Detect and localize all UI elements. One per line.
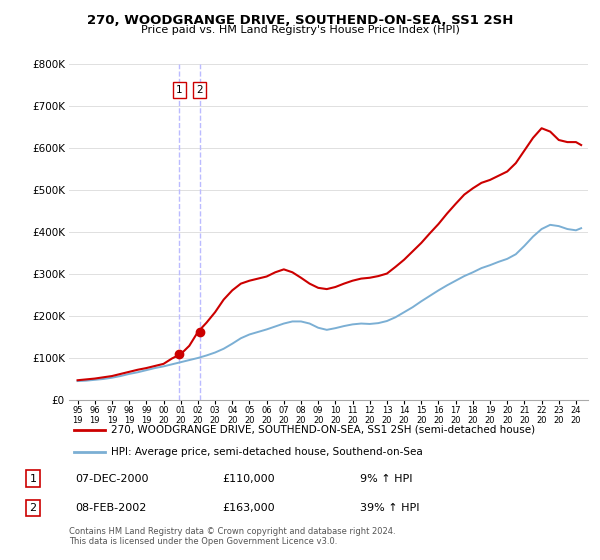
Text: 270, WOODGRANGE DRIVE, SOUTHEND-ON-SEA, SS1 2SH: 270, WOODGRANGE DRIVE, SOUTHEND-ON-SEA, … (87, 14, 513, 27)
Text: Price paid vs. HM Land Registry's House Price Index (HPI): Price paid vs. HM Land Registry's House … (140, 25, 460, 35)
Text: 08-FEB-2002: 08-FEB-2002 (75, 503, 146, 513)
Text: 2: 2 (29, 503, 37, 513)
Text: 1: 1 (29, 474, 37, 484)
Text: £163,000: £163,000 (222, 503, 275, 513)
Text: 1: 1 (176, 85, 182, 95)
Text: Contains HM Land Registry data © Crown copyright and database right 2024.
This d: Contains HM Land Registry data © Crown c… (69, 526, 395, 546)
Text: 07-DEC-2000: 07-DEC-2000 (75, 474, 149, 484)
Text: 39% ↑ HPI: 39% ↑ HPI (360, 503, 419, 513)
Text: £110,000: £110,000 (222, 474, 275, 484)
Text: 9% ↑ HPI: 9% ↑ HPI (360, 474, 413, 484)
Text: HPI: Average price, semi-detached house, Southend-on-Sea: HPI: Average price, semi-detached house,… (110, 447, 422, 457)
Text: 270, WOODGRANGE DRIVE, SOUTHEND-ON-SEA, SS1 2SH (semi-detached house): 270, WOODGRANGE DRIVE, SOUTHEND-ON-SEA, … (110, 424, 535, 435)
Text: 2: 2 (196, 85, 203, 95)
